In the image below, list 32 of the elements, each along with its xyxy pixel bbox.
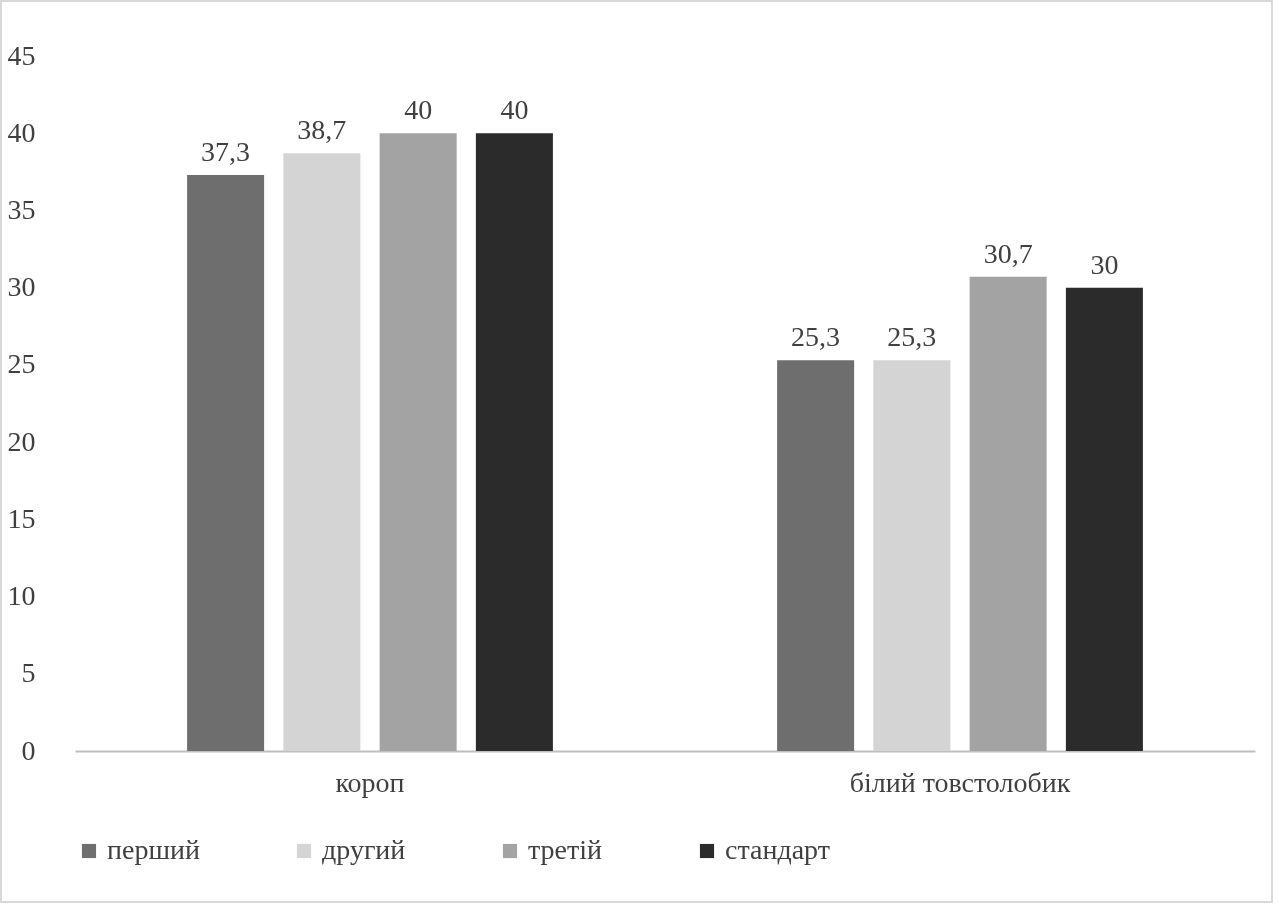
x-tick-label: короп: [335, 766, 405, 798]
y-tick-label: 10: [7, 580, 36, 612]
y-tick-label: 20: [7, 425, 36, 457]
bar: [283, 153, 361, 751]
data-label: 30: [1090, 248, 1119, 280]
bar: [379, 133, 457, 751]
bar: [873, 360, 951, 751]
data-label: 40: [404, 94, 433, 126]
y-tick-label: 15: [7, 502, 36, 534]
data-label: 30,7: [983, 237, 1033, 269]
x-tick-label: білий товстолобик: [849, 766, 1071, 798]
bar: [777, 360, 855, 751]
bar: [475, 133, 553, 751]
legend-label: перший: [107, 834, 200, 865]
data-label: 37,3: [201, 135, 251, 167]
y-tick-label: 45: [7, 39, 36, 71]
data-label: 25,3: [887, 321, 937, 353]
bar: [1065, 287, 1143, 751]
data-label: 40: [500, 94, 529, 126]
y-tick-label: 30: [7, 271, 36, 303]
legend-label: третій: [528, 834, 603, 865]
y-tick-label: 40: [7, 116, 36, 148]
legend-label: стандарт: [725, 834, 830, 865]
legend-label: другий: [322, 834, 406, 865]
y-tick-label: 0: [21, 734, 36, 766]
y-tick-label: 5: [21, 657, 36, 689]
bar: [187, 174, 265, 751]
data-label: 38,7: [297, 114, 347, 146]
y-tick-label: 25: [7, 348, 36, 380]
data-label: 25,3: [791, 321, 841, 353]
bar: [969, 276, 1047, 751]
y-tick-label: 35: [7, 193, 36, 225]
